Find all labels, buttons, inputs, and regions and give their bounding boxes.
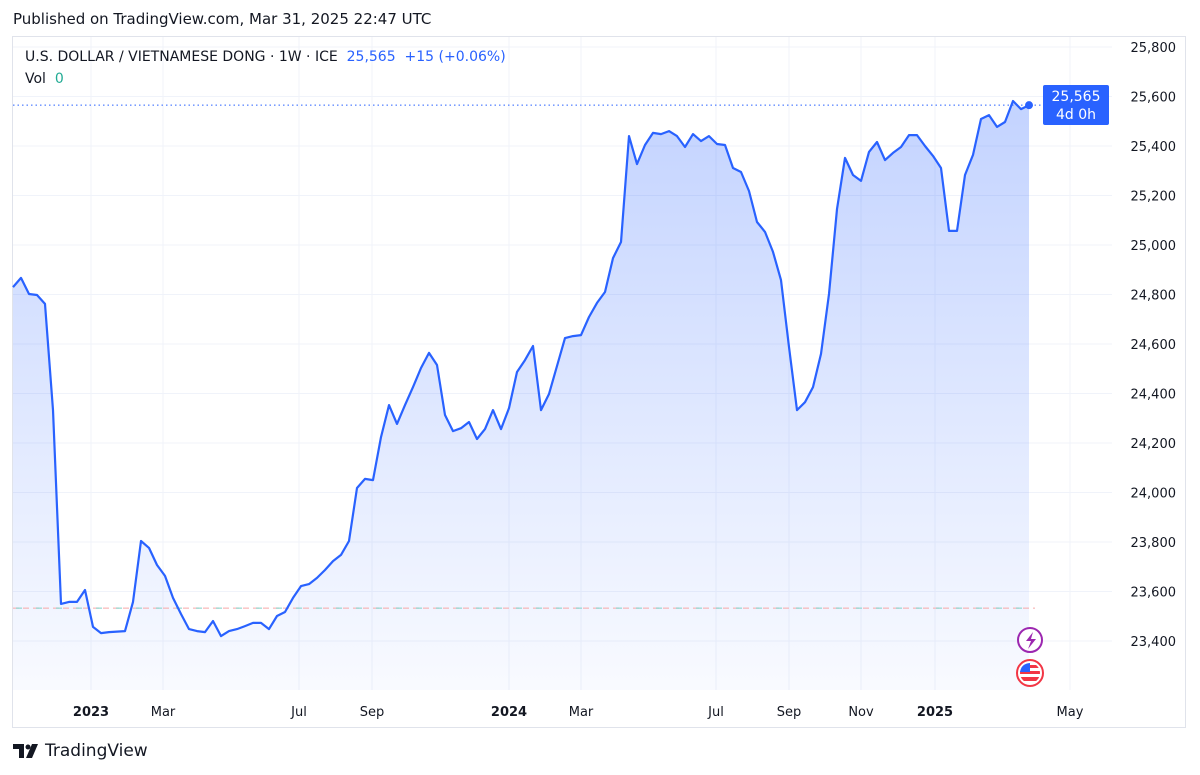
x-tick-label: May	[1057, 705, 1084, 720]
y-tick-label: 25,800	[1131, 41, 1177, 56]
x-tick-label: Nov	[848, 705, 874, 720]
published-caption: Published on TradingView.com, Mar 31, 20…	[13, 10, 432, 28]
tradingview-logo-icon	[13, 744, 38, 758]
y-tick-label: 25,200	[1131, 190, 1177, 205]
event-lightning-icon[interactable]	[1017, 627, 1043, 653]
y-tick-label: 25,600	[1131, 91, 1177, 106]
x-tick-label: Mar	[569, 705, 594, 720]
last-price-dot	[1025, 101, 1033, 110]
legend-change: +15 (+0.06%)	[404, 49, 506, 65]
last-price-value: 25,565	[1052, 89, 1101, 105]
x-tick-label: 2025	[917, 705, 953, 720]
y-tick-label: 24,000	[1131, 487, 1177, 502]
y-tick-label: 25,400	[1131, 140, 1177, 155]
x-tick-label: Jul	[707, 705, 724, 720]
tradingview-logo[interactable]: TradingView	[13, 741, 148, 761]
last-price-label: 25,565 4d 0h	[1043, 85, 1109, 125]
brand-name: TradingView	[45, 741, 148, 761]
y-tick-label: 23,600	[1131, 586, 1177, 601]
x-tick-label: Jul	[290, 705, 307, 720]
vol-value: 0	[54, 71, 64, 87]
x-tick-label: 2024	[491, 705, 527, 720]
y-tick-label: 23,400	[1131, 635, 1177, 650]
area-fill	[13, 101, 1029, 690]
x-tick-label: 2023	[73, 705, 109, 720]
y-tick-label: 24,600	[1131, 338, 1177, 353]
legend-price: 25,565	[346, 49, 396, 65]
y-tick-label: 25,000	[1131, 239, 1177, 254]
us-flag-event-icon[interactable]	[1016, 659, 1044, 687]
y-tick-label: 23,800	[1131, 536, 1177, 551]
x-tick-label: Sep	[777, 705, 802, 720]
price-line	[12, 99, 1030, 638]
symbol-title[interactable]: U.S. DOLLAR / VIETNAMESE DONG · 1W · ICE	[25, 49, 338, 65]
x-tick-label: Mar	[151, 705, 176, 720]
y-tick-label: 24,400	[1131, 388, 1177, 403]
vol-label: Vol	[25, 71, 46, 87]
legend: U.S. DOLLAR / VIETNAMESE DONG · 1W · ICE…	[25, 46, 506, 90]
y-tick-label: 24,800	[1131, 289, 1177, 304]
x-tick-label: Sep	[360, 705, 385, 720]
bar-countdown: 4d 0h	[1056, 107, 1096, 123]
chart-frame	[12, 36, 1186, 728]
y-tick-label: 24,200	[1131, 437, 1177, 452]
